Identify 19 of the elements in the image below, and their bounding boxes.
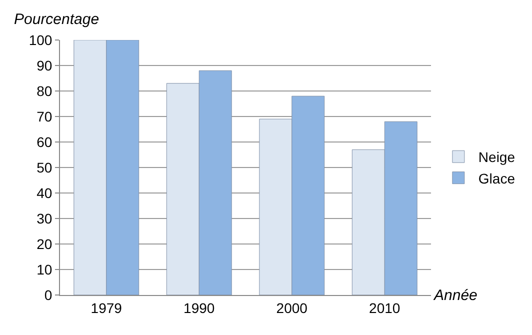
y-tick-label: 0	[44, 286, 52, 303]
y-tick-label: 50	[36, 159, 52, 176]
y-tick-label: 90	[36, 57, 52, 74]
x-tick-label: 1990	[184, 300, 215, 316]
legend-label: Glace	[478, 170, 516, 186]
y-tick-label: 60	[36, 134, 52, 150]
y-tick-label: 30	[36, 210, 52, 226]
x-axis-title: Année	[433, 287, 478, 304]
y-tick-label: 10	[36, 261, 52, 278]
y-tick-label: 70	[36, 108, 52, 124]
x-tick-label: 2010	[369, 300, 400, 316]
x-tick-label: 1979	[90, 300, 122, 316]
y-tick-label: 80	[36, 82, 52, 99]
y-tick-label: 20	[36, 236, 52, 252]
y-axis-title: Pourcentage	[14, 11, 100, 28]
legend-label: Neige	[478, 149, 516, 166]
x-tick-label: 2000	[276, 300, 308, 316]
y-tick-label: 100	[28, 32, 52, 48]
y-tick-label: 40	[36, 184, 52, 201]
